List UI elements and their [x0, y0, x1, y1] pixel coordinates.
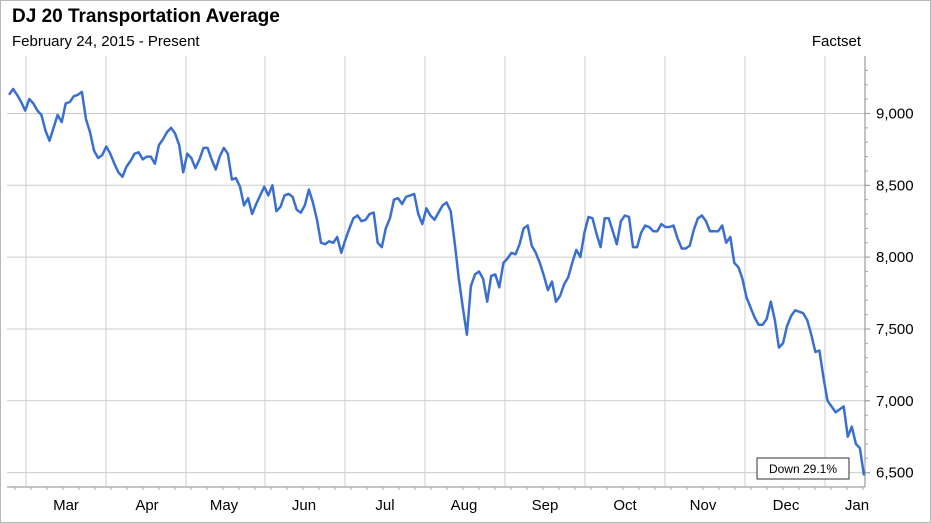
x-tick-label: Dec: [773, 497, 800, 514]
annotation-box: [756, 457, 850, 480]
x-tick-label: May: [210, 497, 239, 514]
series-line: [7, 87, 866, 476]
x-tick-label: Nov: [690, 497, 717, 514]
x-tick-label: Mar: [53, 497, 79, 514]
chart-title: DJ 20 Transportation Average: [12, 6, 280, 27]
x-tick-label: Jun: [292, 497, 316, 514]
x-tick-label: Apr: [135, 497, 158, 514]
y-tick-label: 7,500: [876, 321, 914, 338]
y-tick-label: 8,000: [876, 249, 914, 266]
x-tick-label: Jan: [845, 497, 869, 514]
y-tick-label: 8,500: [876, 177, 914, 194]
x-tick-label: Oct: [613, 497, 637, 514]
x-tick-label: Sep: [532, 497, 559, 514]
annotation-label: Down 29.1%: [769, 462, 837, 476]
chart-source: Factset: [811, 33, 861, 50]
x-tick-label: Jul: [375, 497, 394, 514]
y-tick-label: 6,500: [876, 465, 914, 482]
chart-subtitle: February 24, 2015 - Present: [12, 33, 200, 50]
y-tick-label: 7,000: [876, 393, 914, 410]
x-tick-label: Aug: [451, 497, 478, 514]
y-tick-label: 9,000: [876, 105, 914, 122]
plot-area: [7, 56, 865, 487]
